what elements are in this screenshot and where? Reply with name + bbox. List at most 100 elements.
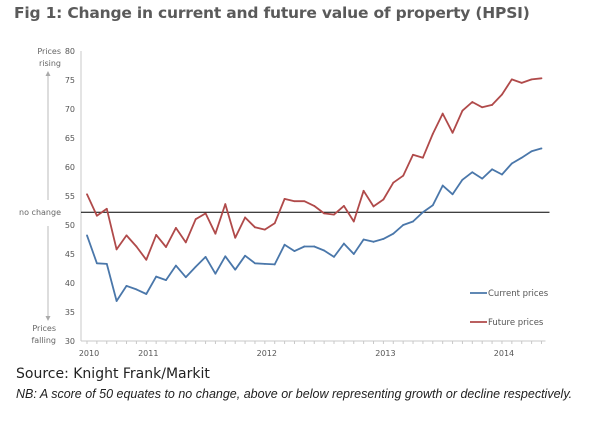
no-change-label: no change: [19, 208, 61, 217]
data-point: [422, 156, 424, 159]
data-point: [115, 300, 118, 302]
y-tick-label: 40: [65, 279, 75, 288]
data-point: [194, 265, 197, 268]
y-axis: 30 35 40 45 50 55 60 65 70 75 80: [65, 47, 82, 346]
data-point: [175, 227, 177, 229]
x-axis: 2010 2011 2012 2013 2014: [79, 340, 546, 358]
prices-falling-label-line2: falling: [31, 336, 56, 345]
data-point: [481, 106, 484, 109]
data-point: [333, 213, 335, 216]
data-point: [273, 263, 276, 266]
data-point: [530, 150, 533, 153]
y-tick-label: 60: [65, 163, 75, 172]
data-point: [273, 222, 276, 225]
data-point: [461, 178, 464, 181]
note-text: NB: A score of 50 equates to no change, …: [16, 387, 573, 401]
data-point: [224, 203, 227, 206]
data-point: [382, 238, 385, 240]
y-tick-label: 65: [65, 134, 75, 143]
data-point: [303, 245, 306, 248]
data-point: [283, 198, 286, 200]
data-point: [510, 162, 513, 165]
data-point: [451, 193, 454, 196]
x-tick-label: 2014: [494, 349, 514, 358]
series-line: [86, 77, 542, 261]
series-line: [86, 147, 542, 302]
data-point: [293, 250, 296, 253]
data-point: [392, 181, 395, 184]
data-point: [135, 245, 138, 248]
data-point: [95, 262, 98, 265]
data-point: [145, 258, 148, 261]
data-point: [471, 171, 474, 174]
data-point: [342, 204, 345, 207]
data-point: [520, 82, 523, 84]
data-point: [135, 288, 138, 291]
y-tick-label: 30: [65, 337, 75, 346]
x-tick-label: 2010: [79, 349, 99, 358]
data-point: [184, 241, 187, 244]
data-point: [244, 254, 246, 257]
data-point: [283, 243, 286, 246]
data-point: [86, 193, 88, 196]
data-point: [165, 279, 167, 281]
data-point: [293, 200, 296, 203]
y-tick-label: 55: [65, 192, 75, 201]
data-point: [402, 174, 405, 177]
data-point: [145, 293, 148, 295]
legend: Current prices Future prices: [470, 289, 549, 328]
data-point: [451, 131, 454, 134]
x-tick-label: 2013: [375, 349, 395, 358]
prices-falling-label-line1: Prices: [32, 324, 56, 333]
data-point: [115, 248, 118, 251]
data-point: [313, 245, 316, 248]
data-point: [441, 112, 444, 115]
data-point: [342, 242, 345, 245]
data-point: [471, 101, 474, 103]
series-group: [86, 77, 543, 302]
data-point: [125, 234, 128, 237]
data-point: [402, 224, 405, 226]
data-point: [263, 228, 266, 231]
y-tick-label: 70: [65, 105, 75, 114]
x-tick-label: 2012: [257, 349, 277, 358]
data-point: [194, 218, 197, 221]
data-point: [461, 109, 464, 112]
data-point: [481, 177, 484, 180]
series-current-prices: [86, 147, 543, 302]
data-point: [105, 207, 108, 210]
data-point: [155, 233, 158, 236]
data-point: [412, 220, 414, 223]
data-point: [510, 78, 513, 81]
data-point: [254, 262, 256, 265]
data-point: [105, 262, 108, 265]
side-labels: Prices rising no change Prices falling: [19, 47, 61, 345]
prices-rising-label-line2: rising: [39, 59, 61, 68]
data-point: [333, 256, 335, 258]
data-point: [392, 232, 395, 235]
data-point: [501, 173, 503, 176]
data-point: [491, 104, 493, 106]
data-point: [204, 212, 207, 215]
data-point: [362, 238, 365, 241]
data-point: [412, 153, 414, 156]
data-point: [362, 189, 365, 192]
prices-rising-label-line1: Prices: [37, 47, 61, 56]
data-point: [501, 93, 503, 96]
data-point: [204, 256, 207, 258]
data-point: [323, 212, 326, 215]
data-point: [491, 168, 493, 171]
data-point: [520, 156, 523, 159]
data-point: [382, 198, 385, 201]
data-point: [155, 275, 158, 278]
data-point: [352, 253, 355, 255]
down-arrow-icon: [45, 316, 51, 321]
data-point: [234, 236, 237, 239]
data-point: [214, 272, 217, 275]
chart-title: Fig 1: Change in current and future valu…: [14, 4, 530, 22]
legend-label: Current prices: [488, 289, 549, 299]
data-point: [540, 147, 543, 150]
data-point: [431, 204, 434, 207]
data-point: [303, 200, 306, 203]
